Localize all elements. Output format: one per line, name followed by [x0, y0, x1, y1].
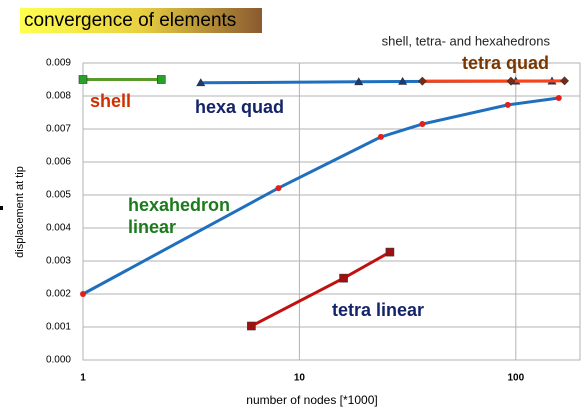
marker [354, 77, 364, 86]
marker [417, 76, 427, 86]
annotation: shell [90, 91, 131, 111]
marker [398, 76, 408, 85]
marker [560, 76, 569, 86]
plot-frame [82, 62, 581, 361]
marker [196, 78, 206, 87]
title-background [20, 8, 262, 33]
y-tick-label: 0.009 [46, 58, 71, 69]
annotation: hexa quad [195, 97, 284, 117]
annotation: tetra linear [332, 300, 424, 320]
marker [504, 101, 511, 108]
series-line [82, 96, 559, 296]
y-tick-label: 0.005 [46, 190, 71, 201]
y-tick-label: 0.004 [46, 223, 71, 234]
marker [156, 75, 166, 84]
marker [247, 321, 256, 331]
x-tick-label: 1 [80, 373, 86, 384]
y-tick-label: 0.008 [46, 91, 71, 102]
marker [506, 76, 516, 86]
marker [339, 273, 348, 283]
x-tick-label: 10 [294, 373, 306, 384]
marker [555, 94, 562, 101]
legend-key [0, 206, 3, 210]
y-tick-label: 0.002 [46, 289, 71, 300]
annotation: hexahedron [128, 195, 230, 215]
chart-subtitle: shell, tetra- and hexahedrons [382, 33, 551, 48]
marker [377, 133, 384, 140]
y-tick-label: 0.001 [46, 322, 71, 333]
x-axis-label: number of nodes [*1000] [246, 393, 377, 407]
y-tick-label: 0.006 [46, 157, 71, 168]
marker [78, 75, 88, 84]
annotation: linear [128, 217, 176, 237]
marker [419, 121, 426, 128]
y-tick-label: 0.007 [46, 124, 71, 135]
y-tick-label: 0.003 [46, 256, 71, 267]
annotation: tetra quad [462, 53, 549, 73]
x-tick-label: 100 [507, 373, 524, 384]
marker [275, 185, 282, 192]
marker [385, 247, 395, 257]
y-axis-label: displacement at tip [14, 166, 26, 258]
y-tick-label: 0.000 [46, 355, 71, 366]
chart-title: convergence of elements [24, 10, 236, 31]
marker [80, 291, 86, 297]
